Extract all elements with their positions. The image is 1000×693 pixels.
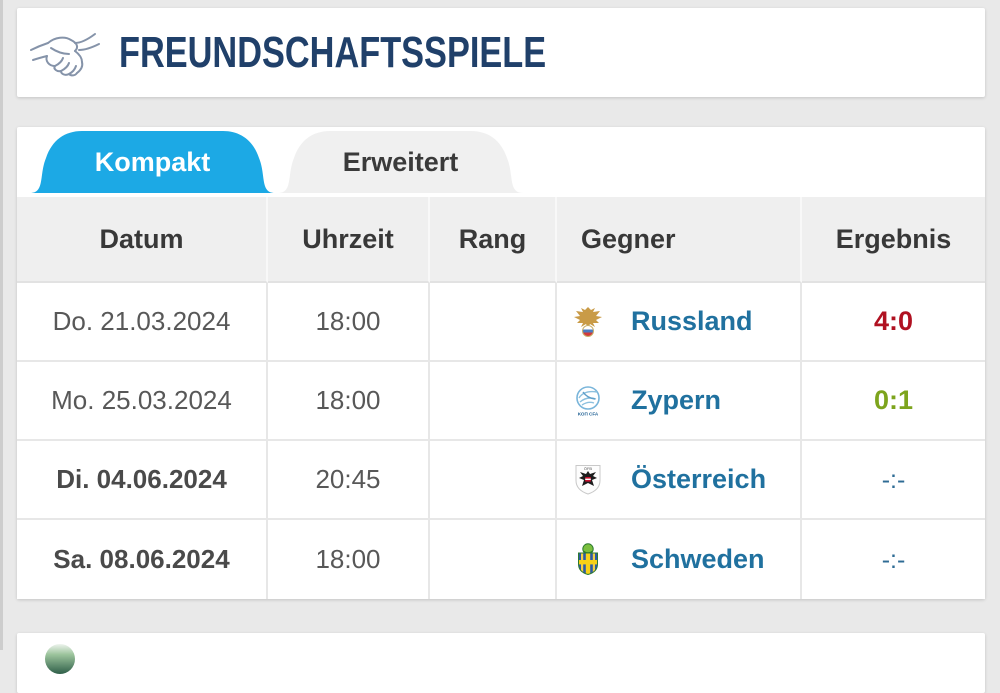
match-rank xyxy=(430,362,557,441)
matches-card: Kompakt Erweitert Datum Uhrzeit Rang Geg… xyxy=(17,127,985,599)
svg-text:ÖFB: ÖFB xyxy=(584,466,593,471)
section-header-card: FREUNDSCHAFTSSPIELE xyxy=(17,8,985,97)
opponent-link[interactable]: Österreich xyxy=(631,464,767,494)
match-date: Di. 04.06.2024 xyxy=(17,441,268,520)
result-cell: -:- xyxy=(802,520,985,599)
column-header-gegner: Gegner xyxy=(557,197,802,283)
opponent-cell: ÖFB Österreich xyxy=(557,441,802,520)
table-header-row: Datum Uhrzeit Rang Gegner Ergebnis xyxy=(17,197,985,283)
matches-table: Datum Uhrzeit Rang Gegner Ergebnis Do. 2… xyxy=(17,197,985,599)
match-result[interactable]: -:- xyxy=(881,466,906,494)
opponent-crest-icon[interactable]: ΚΟΠ CFA xyxy=(573,384,603,418)
tab-kompakt[interactable]: Kompakt xyxy=(30,131,275,193)
handshake-icon xyxy=(30,32,100,76)
match-time: 20:45 xyxy=(268,441,430,520)
austria-crest-icon: ÖFB xyxy=(575,464,601,495)
result-cell: 4:0 xyxy=(802,283,985,362)
result-cell: -:- xyxy=(802,441,985,520)
match-date: Sa. 08.06.2024 xyxy=(17,520,268,599)
next-section-card xyxy=(17,633,985,693)
table-row: Mo. 25.03.2024 18:00 ΚΟΠ CFA Zypern 0:1 xyxy=(17,362,985,441)
opponent-cell: Schweden xyxy=(557,520,802,599)
match-rank xyxy=(430,283,557,362)
column-header-rang: Rang xyxy=(430,197,557,283)
match-time: 18:00 xyxy=(268,520,430,599)
next-section-icon xyxy=(45,644,75,674)
cyprus-crest-icon: ΚΟΠ CFA xyxy=(576,385,600,416)
result-cell: 0:1 xyxy=(802,362,985,441)
match-time: 18:00 xyxy=(268,362,430,441)
opponent-cell: ΚΟΠ CFA Zypern xyxy=(557,362,802,441)
opponent-link[interactable]: Schweden xyxy=(631,544,765,574)
match-date: Do. 21.03.2024 xyxy=(17,283,268,362)
column-header-uhrzeit: Uhrzeit xyxy=(268,197,430,283)
tab-erweitert[interactable]: Erweitert xyxy=(278,131,523,193)
opponent-crest-icon[interactable] xyxy=(573,305,603,339)
match-rank xyxy=(430,441,557,520)
svg-text:ΚΟΠ CFA: ΚΟΠ CFA xyxy=(578,411,599,416)
match-rank xyxy=(430,520,557,599)
russia-crest-icon xyxy=(574,306,602,337)
page-left-edge xyxy=(0,0,3,650)
opponent-cell: Russland xyxy=(557,283,802,362)
match-result[interactable]: -:- xyxy=(881,546,906,574)
column-header-datum: Datum xyxy=(17,197,268,283)
table-row: Sa. 08.06.2024 18:00 Schweden -:- xyxy=(17,520,985,599)
match-time: 18:00 xyxy=(268,283,430,362)
opponent-link[interactable]: Zypern xyxy=(631,385,722,415)
opponent-link[interactable]: Russland xyxy=(631,306,753,336)
opponent-crest-icon[interactable] xyxy=(573,542,603,577)
match-result[interactable]: 4:0 xyxy=(873,306,914,336)
page-title: FREUNDSCHAFTSSPIELE xyxy=(119,27,547,77)
match-result[interactable]: 0:1 xyxy=(873,385,914,415)
table-row: Do. 21.03.2024 18:00 Russland 4:0 xyxy=(17,283,985,362)
tab-bar: Kompakt Erweitert xyxy=(17,127,985,197)
sweden-crest-icon xyxy=(578,542,598,575)
match-date: Mo. 25.03.2024 xyxy=(17,362,268,441)
column-header-ergebnis: Ergebnis xyxy=(802,197,985,283)
table-row: Di. 04.06.2024 20:45 ÖFB Österreich -:- xyxy=(17,441,985,520)
opponent-crest-icon[interactable]: ÖFB xyxy=(573,463,603,497)
